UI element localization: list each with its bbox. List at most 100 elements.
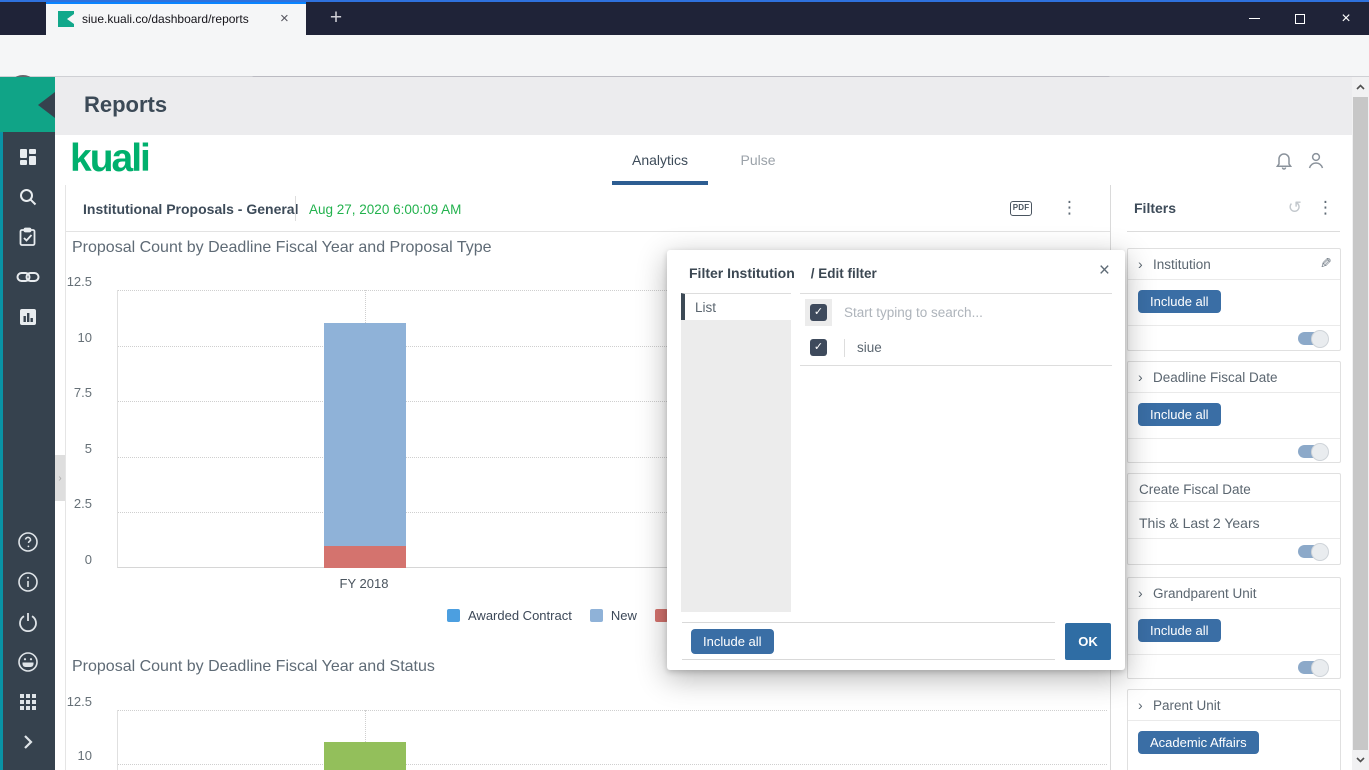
notifications-bell-icon[interactable] bbox=[1275, 151, 1293, 175]
window-close-button[interactable]: × bbox=[1341, 9, 1351, 27]
stacked-bar[interactable] bbox=[324, 323, 406, 568]
window-accent-border bbox=[0, 0, 1369, 2]
filter-toggle[interactable] bbox=[1298, 543, 1329, 561]
ok-button[interactable]: OK bbox=[1065, 623, 1111, 660]
chevron-right-icon: › bbox=[1138, 585, 1143, 601]
y-tick-label: 5 bbox=[84, 440, 92, 456]
browser-tab[interactable]: siue.kuali.co/dashboard/reports × bbox=[46, 2, 306, 35]
browser-toolbar: ← → ↻ ⌂ ⓘ https://siue.kuali.co/dashboar… bbox=[0, 35, 1369, 105]
filters-panel: Filters ↺ ⋮ › Institution ✎ Include all … bbox=[1110, 185, 1352, 770]
filter-card-create-fiscal-date: Create Fiscal Date This & Last 2 Years bbox=[1127, 473, 1341, 565]
apps-grid-icon[interactable] bbox=[0, 686, 55, 718]
chevron-right-icon: › bbox=[1138, 369, 1143, 385]
divider bbox=[295, 196, 296, 221]
logout-power-icon[interactable] bbox=[0, 606, 55, 638]
y-tick-label: 2.5 bbox=[73, 496, 92, 512]
gridline bbox=[118, 456, 1107, 458]
bar-segment[interactable] bbox=[324, 545, 406, 568]
scrollbar-thumb[interactable] bbox=[1353, 97, 1368, 750]
filter-card-header[interactable]: › Institution ✎ bbox=[1128, 249, 1340, 280]
dashboard-icon[interactable] bbox=[0, 141, 55, 173]
legend-label: New bbox=[610, 608, 637, 623]
page-scrollbar[interactable] bbox=[1352, 77, 1369, 770]
legend-item[interactable]: Awarded Contract bbox=[447, 608, 572, 623]
filter-card-header[interactable]: Create Fiscal Date bbox=[1128, 474, 1340, 502]
gridline bbox=[118, 290, 1107, 291]
scroll-down-arrow-icon[interactable] bbox=[1352, 752, 1369, 768]
panel-drag-handle[interactable]: › bbox=[55, 455, 65, 501]
gridline bbox=[118, 710, 1107, 711]
window-minimize-button[interactable] bbox=[1231, 2, 1277, 35]
filter-label: Grandparent Unit bbox=[1153, 586, 1257, 601]
chevron-right-icon: › bbox=[1138, 697, 1143, 713]
legend-swatch bbox=[589, 609, 603, 622]
filter-toggle[interactable] bbox=[1298, 659, 1329, 677]
filter-card-header[interactable]: › Deadline Fiscal Date bbox=[1128, 362, 1340, 393]
filter-value-chip[interactable]: Include all bbox=[1138, 290, 1221, 313]
report-toolbar: Institutional Proposals - General Aug 27… bbox=[66, 185, 1110, 232]
report-title: Institutional Proposals - General bbox=[83, 201, 299, 217]
filter-toggle[interactable] bbox=[1298, 330, 1329, 348]
legend-item[interactable]: New bbox=[589, 608, 637, 623]
option-row[interactable]: ✓ siue bbox=[800, 330, 1112, 366]
search-input[interactable]: Start typing to search... bbox=[844, 304, 983, 320]
divider bbox=[682, 622, 1055, 623]
kuali-logo[interactable] bbox=[0, 77, 55, 132]
filters-refresh-icon[interactable]: ↺ bbox=[1287, 198, 1302, 217]
divider bbox=[844, 338, 845, 357]
gridline bbox=[118, 764, 1107, 765]
search-icon[interactable] bbox=[0, 181, 55, 213]
legend-item[interactable] bbox=[654, 608, 676, 623]
chart2-title: Proposal Count by Deadline Fiscal Year a… bbox=[72, 658, 435, 675]
filter-value-chip[interactable]: Include all bbox=[1138, 403, 1221, 426]
dialog-close-icon[interactable]: × bbox=[1098, 260, 1110, 281]
report-kebab-menu-icon[interactable]: ⋮ bbox=[1061, 198, 1078, 217]
feedback-icon[interactable] bbox=[0, 646, 55, 678]
filter-value-chip[interactable]: Include all bbox=[1138, 619, 1221, 642]
tab-close-icon[interactable]: × bbox=[280, 10, 289, 27]
bar-segment[interactable] bbox=[324, 742, 406, 770]
filters-header: Filters ↺ ⋮ bbox=[1111, 185, 1352, 232]
gridline bbox=[118, 512, 1107, 514]
filter-label: Deadline Fiscal Date bbox=[1153, 370, 1278, 385]
filter-value-chip[interactable]: Academic Affairs bbox=[1138, 731, 1259, 754]
include-all-button[interactable]: Include all bbox=[691, 629, 774, 654]
select-all-checkbox[interactable]: ✓ bbox=[805, 298, 832, 326]
filter-toggle[interactable] bbox=[1298, 443, 1329, 461]
dialog-side-panel bbox=[681, 320, 791, 612]
expand-sidebar-icon[interactable] bbox=[0, 726, 55, 758]
edit-filter-pencil-icon[interactable]: ✎ bbox=[1320, 255, 1332, 271]
tasks-icon[interactable] bbox=[0, 221, 55, 253]
filter-card-header[interactable]: › Grandparent Unit bbox=[1128, 578, 1340, 609]
tab-list[interactable]: List bbox=[681, 293, 791, 320]
legend-swatch bbox=[447, 609, 460, 622]
tab-bar: siue.kuali.co/dashboard/reports × + × bbox=[0, 2, 1369, 35]
filter-label: Create Fiscal Date bbox=[1139, 482, 1251, 497]
filter-card-institution: › Institution ✎ Include all bbox=[1127, 248, 1341, 351]
y-tick-label: 7.5 bbox=[73, 385, 92, 401]
new-tab-button[interactable]: + bbox=[329, 6, 343, 29]
window-maximize-button[interactable] bbox=[1277, 2, 1323, 35]
bar-segment[interactable] bbox=[324, 323, 406, 546]
stacked-bar[interactable] bbox=[324, 742, 406, 770]
filter-card-parent-unit: › Parent Unit Academic Affairs bbox=[1127, 689, 1341, 770]
link-icon[interactable] bbox=[0, 261, 55, 293]
info-icon[interactable] bbox=[0, 566, 55, 598]
reports-icon[interactable] bbox=[0, 301, 55, 333]
filter-card-header[interactable]: › Parent Unit bbox=[1128, 690, 1340, 721]
filters-kebab-menu-icon[interactable]: ⋮ bbox=[1317, 198, 1334, 217]
account-person-icon[interactable] bbox=[1307, 151, 1325, 175]
pdf-export-icon[interactable]: PDF bbox=[1010, 201, 1032, 216]
option-label: siue bbox=[857, 340, 882, 355]
help-icon[interactable] bbox=[0, 526, 55, 558]
chart1-title: Proposal Count by Deadline Fiscal Year a… bbox=[72, 239, 492, 256]
filter-card-deadline-fiscal-date: › Deadline Fiscal Date Include all bbox=[1127, 361, 1341, 463]
tab-analytics[interactable]: Analytics bbox=[612, 135, 708, 185]
report-timestamp[interactable]: Aug 27, 2020 6:00:09 AM bbox=[309, 202, 462, 217]
filter-value-text[interactable]: This & Last 2 Years bbox=[1139, 515, 1260, 531]
tab-pulse[interactable]: Pulse bbox=[740, 152, 776, 168]
filter-card-grandparent-unit: › Grandparent Unit Include all bbox=[1127, 577, 1341, 679]
option-checkbox[interactable]: ✓ bbox=[805, 334, 832, 361]
scroll-up-arrow-icon[interactable] bbox=[1352, 79, 1369, 95]
chart2-plot-area bbox=[117, 710, 1107, 770]
